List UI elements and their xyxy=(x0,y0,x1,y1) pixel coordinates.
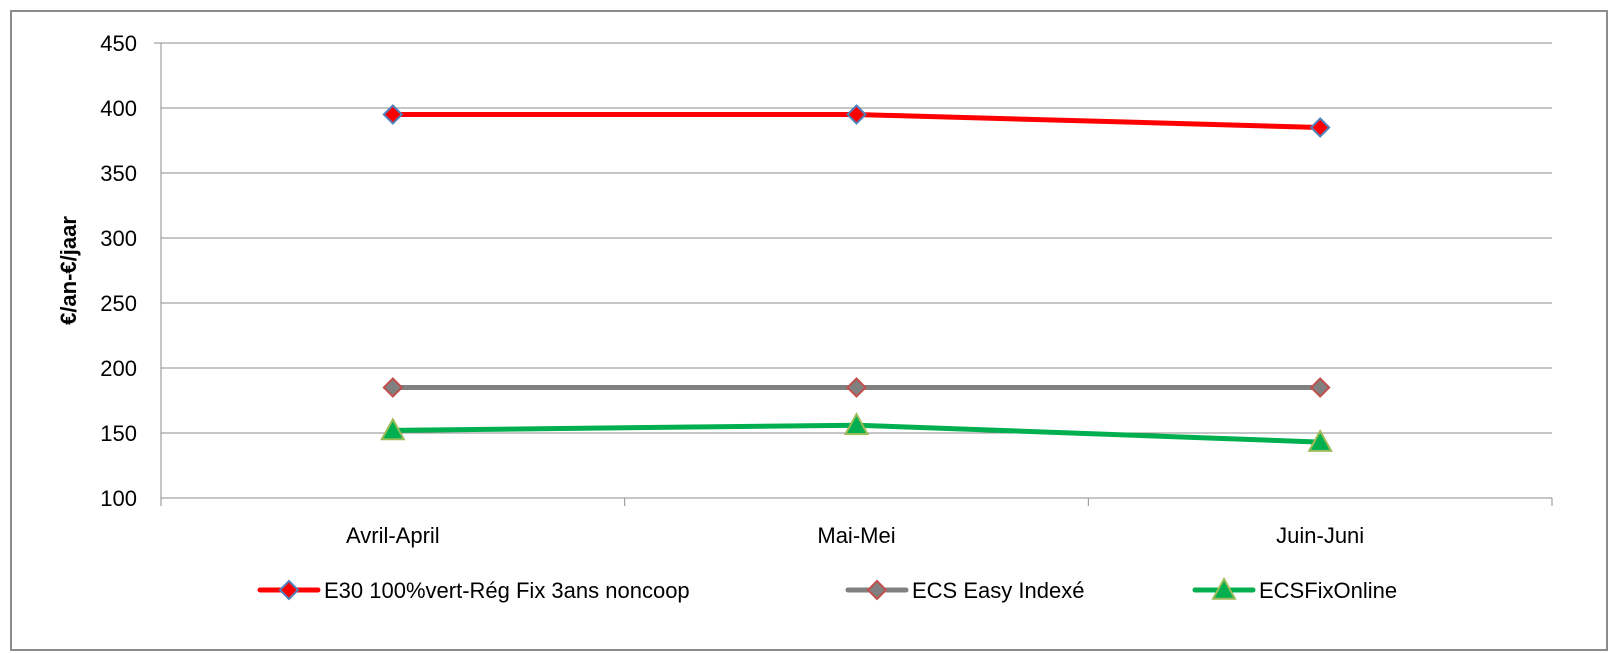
legend-marker xyxy=(866,579,888,601)
y-tick-label: 300 xyxy=(100,226,137,251)
data-point xyxy=(1309,377,1331,398)
legend-label: ECSFixOnline xyxy=(1259,578,1397,603)
legend: E30 100%vert-Rég Fix 3ans noncoop ECS Eas… xyxy=(257,576,1397,603)
x-tick-label: Avril-April xyxy=(346,523,440,548)
y-tick-label: 450 xyxy=(100,31,137,56)
y-tick-label: 200 xyxy=(100,356,137,381)
legend-marker xyxy=(1211,576,1237,600)
y-tick-label: 400 xyxy=(100,96,137,121)
y-tick-label: 100 xyxy=(100,486,137,511)
legend-label: E30 100%vert-Rég Fix 3ans noncoop xyxy=(324,578,690,603)
legend-marker xyxy=(278,579,300,601)
x-tick-label: Juin-Juni xyxy=(1276,523,1364,548)
data-point xyxy=(382,104,404,125)
data-point xyxy=(1309,117,1331,138)
series-2 xyxy=(382,377,1331,398)
legend-item: ECSFixOnline xyxy=(1192,576,1397,603)
series-3 xyxy=(380,412,1333,452)
y-tick-label: 150 xyxy=(100,421,137,446)
series-1 xyxy=(382,104,1331,138)
data-point xyxy=(846,104,867,125)
x-tick-label: Mai-Mei xyxy=(817,523,895,548)
legend-item: E30 100%vert-Rég Fix 3ans noncoop xyxy=(257,578,690,603)
data-point xyxy=(846,377,867,398)
data-point xyxy=(382,377,404,398)
data-point xyxy=(380,417,406,441)
y-tick-label: 350 xyxy=(100,161,137,186)
gridlines xyxy=(161,42,1552,434)
y-axis-title: €/an-€/jaar xyxy=(56,216,81,325)
legend-label: ECS Easy Indexé xyxy=(912,578,1084,603)
data-point xyxy=(843,412,870,435)
legend-item: ECS Easy Indexé xyxy=(845,578,1084,603)
y-tick-label: 250 xyxy=(100,291,137,316)
data-point xyxy=(1307,429,1333,452)
